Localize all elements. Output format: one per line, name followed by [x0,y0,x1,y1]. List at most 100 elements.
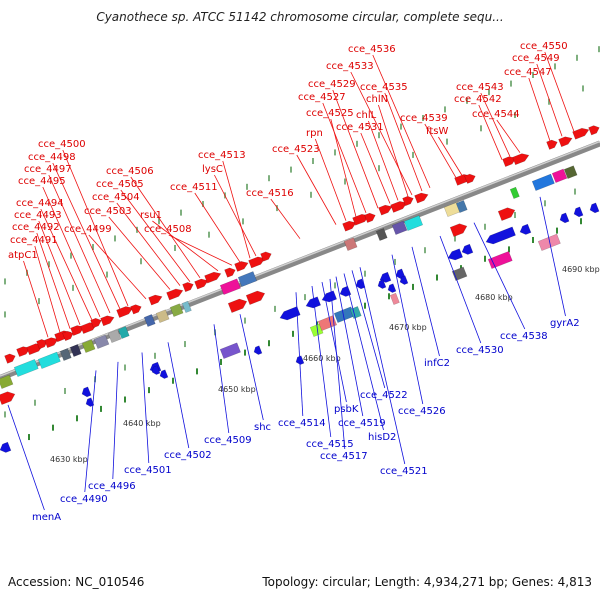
forward-gene-label: cce_4549 [512,53,560,64]
reverse-gene-label: cce_4490 [60,494,108,505]
track-tick [304,294,306,301]
track-tick [48,261,50,268]
gene-feature [204,271,222,284]
track-tick [446,138,448,145]
forward-gene-label: cce_4529 [308,79,356,90]
forward-leader-line [152,220,219,272]
track-tick [92,244,94,251]
forward-gene-label: cce_4491 [10,235,58,246]
gene-feature [558,136,573,148]
gene-feature [81,339,96,353]
gene-feature [364,212,376,223]
track-tick [52,424,54,431]
reverse-leader-line [84,370,97,493]
reverse-leader-line [343,273,384,431]
reverse-leader-line [473,222,526,330]
gene-feature [464,173,476,184]
reverse-gene-label: cce_4514 [278,418,326,429]
forward-leader-line [424,123,457,178]
map-title: Cyanothece sp. ATCC 51142 chromosome cir… [96,10,504,24]
gene-feature [343,237,358,251]
forward-leader-line [544,51,575,132]
gene-feature [116,306,134,318]
track-tick [334,282,336,289]
reverse-gene-label: cce_4526 [398,406,446,417]
backbone-highlight [0,140,600,377]
gene-feature [182,282,194,293]
track-tick [532,236,534,243]
forward-leader-line [36,232,71,329]
track-tick [158,218,160,225]
gene-feature [219,342,241,359]
forward-gene-label: cce_4531 [336,122,384,133]
kbp-tick-label: 4630 kbp [50,455,88,464]
gene-feature [572,127,590,140]
track-tick [140,258,142,265]
forward-gene-label: cce_4516 [246,188,294,199]
track-tick [412,151,414,158]
forward-gene-label: cce_4494 [16,198,64,209]
forward-gene-label: cce_4505 [96,179,144,190]
gene-feature [181,300,192,313]
forward-gene-label: cce_4506 [106,166,154,177]
track-tick [242,218,244,225]
gene-feature [497,207,516,221]
track-tick [220,358,222,365]
track-tick [422,114,424,121]
gene-feature [588,125,600,136]
gene-feature [449,223,468,237]
forward-leader-line [40,208,93,321]
track-tick [312,158,314,165]
forward-leader-line [120,189,191,282]
track-tick [466,97,468,104]
track-tick [64,387,66,394]
gene-feature [0,391,16,405]
kbp-tick-label: 4690 kbp [562,265,600,274]
track-tick [436,274,438,281]
track-tick [208,231,210,238]
reverse-leader-line [213,324,230,434]
reverse-gene-label: psbK [334,404,359,415]
gene-feature [559,212,570,224]
forward-gene-label: cce_4500 [38,139,86,150]
gene-feature [447,248,464,261]
gene-feature [13,358,39,377]
gene-feature [512,153,530,166]
gene-feature [227,298,248,313]
forward-leader-line [368,120,399,201]
forward-leader-line [38,220,81,325]
gene-feature [155,309,170,323]
track-tick [174,244,176,251]
forward-gene-label: cce_4525 [306,108,354,119]
forward-gene-label: cce_4504 [92,192,140,203]
reverse-gene-label: cce_4522 [360,390,408,401]
track-tick [184,341,186,348]
track-tick [580,218,582,225]
gene-feature [36,339,48,350]
track-tick [598,46,600,53]
reverse-leader-line [239,314,264,421]
forward-leader-line [34,245,61,333]
track-tick [548,98,550,105]
accession-text: Accession: NC_010546 [8,575,145,589]
track-tick [514,112,516,119]
gene-feature [395,268,406,280]
track-tick [196,368,198,375]
track-tick [554,63,556,70]
track-tick [172,377,174,384]
kbp-tick-label: 4670 kbp [389,323,427,332]
forward-leader-line [330,118,357,217]
forward-leader-line [350,71,413,196]
track-tick [400,123,402,130]
track-tick [454,235,456,242]
reverse-leader-line [351,270,386,389]
track-tick [344,178,346,185]
track-tick [28,434,30,441]
track-tick [544,200,546,207]
track-tick [292,330,294,337]
gene-feature [546,139,558,150]
forward-leader-line [332,89,379,209]
gene-feature [414,192,429,204]
track-tick [364,270,366,277]
